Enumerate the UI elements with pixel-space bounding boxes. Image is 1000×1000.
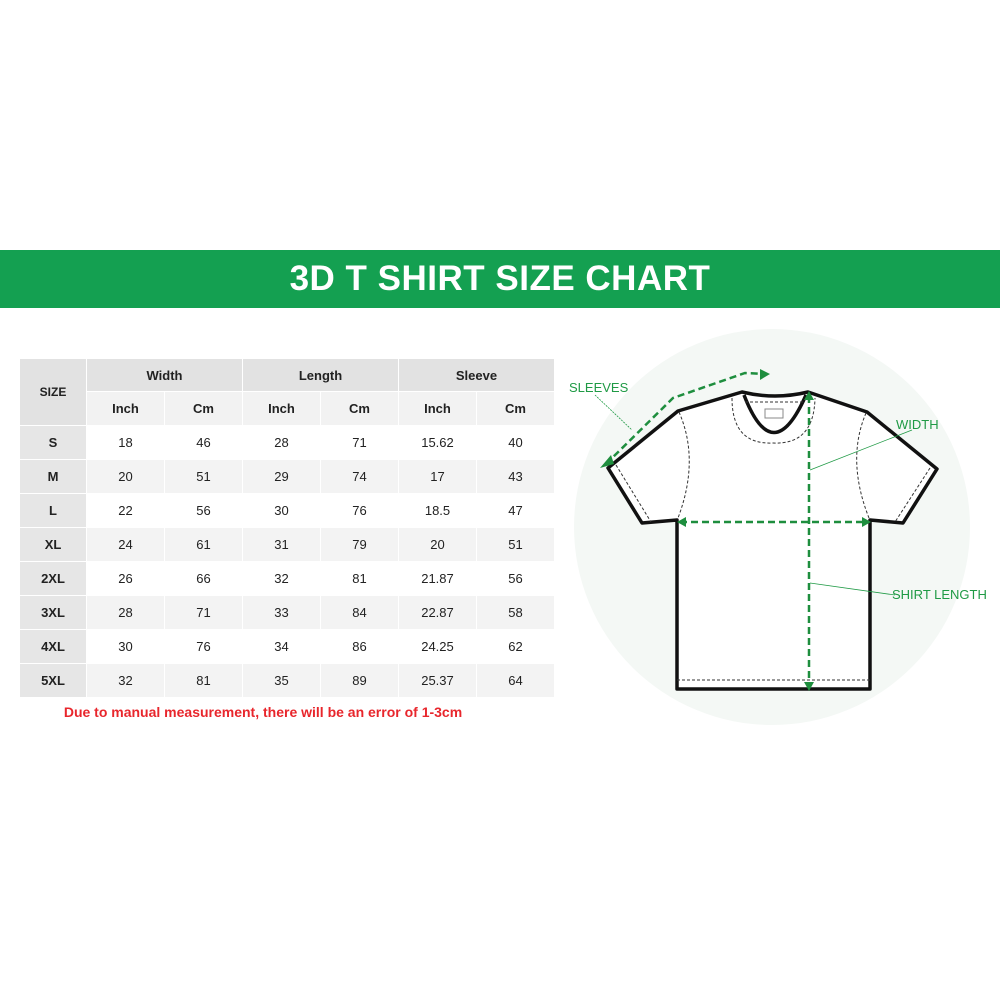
- table-row: M 20 51 29 74 17 43: [19, 459, 555, 494]
- value-cell: 26: [86, 561, 165, 596]
- unit-header: Inch: [242, 391, 321, 426]
- value-cell: 76: [320, 493, 399, 528]
- value-cell: 28: [242, 425, 321, 460]
- neck-tag: [764, 408, 784, 419]
- value-cell: 89: [320, 663, 399, 698]
- table-row: L 22 56 30 76 18.5 47: [19, 493, 555, 528]
- value-cell: 21.87: [398, 561, 477, 596]
- value-cell: 47: [476, 493, 555, 528]
- value-cell: 20: [86, 459, 165, 494]
- value-cell: 24.25: [398, 629, 477, 664]
- title-banner: 3D T SHIRT SIZE CHART: [0, 250, 1000, 308]
- size-cell: 4XL: [19, 629, 87, 664]
- unit-header: Inch: [398, 391, 477, 426]
- table-row: 5XL 32 81 35 89 25.37 64: [19, 663, 555, 698]
- label-leaders: [594, 394, 913, 596]
- value-cell: 56: [164, 493, 243, 528]
- value-cell: 86: [320, 629, 399, 664]
- value-cell: 17: [398, 459, 477, 494]
- value-cell: 79: [320, 527, 399, 562]
- table-row: 3XL 28 71 33 84 22.87 58: [19, 595, 555, 630]
- value-cell: 22.87: [398, 595, 477, 630]
- group-header-sleeve: Sleeve: [398, 358, 555, 392]
- value-cell: 51: [476, 527, 555, 562]
- value-cell: 43: [476, 459, 555, 494]
- arrow-heads: [600, 369, 871, 691]
- measure-arrows: [605, 371, 868, 686]
- value-cell: 71: [164, 595, 243, 630]
- label-sleeves: SLEEVES: [569, 380, 629, 395]
- value-cell: 56: [476, 561, 555, 596]
- size-cell: S: [19, 425, 87, 460]
- value-cell: 34: [242, 629, 321, 664]
- value-cell: 18.5: [398, 493, 477, 528]
- value-cell: 35: [242, 663, 321, 698]
- value-cell: 61: [164, 527, 243, 562]
- value-cell: 66: [164, 561, 243, 596]
- unit-header: Cm: [164, 391, 243, 426]
- stitch-lines: [615, 397, 931, 681]
- unit-header: Cm: [476, 391, 555, 426]
- value-cell: 84: [320, 595, 399, 630]
- value-cell: 15.62: [398, 425, 477, 460]
- table-row: XL 24 61 31 79 20 51: [19, 527, 555, 562]
- value-cell: 81: [164, 663, 243, 698]
- tshirt-outline: [606, 390, 939, 691]
- table-row: S 18 46 28 71 15.62 40: [19, 425, 555, 460]
- size-cell: 3XL: [19, 595, 87, 630]
- value-cell: 64: [476, 663, 555, 698]
- group-header-width: Width: [86, 358, 243, 392]
- unit-header: Inch: [86, 391, 165, 426]
- value-cell: 51: [164, 459, 243, 494]
- value-cell: 76: [164, 629, 243, 664]
- page-title: 3D T SHIRT SIZE CHART: [289, 259, 711, 298]
- measurement-note: Due to manual measurement, there will be…: [63, 704, 463, 720]
- label-width: WIDTH: [896, 417, 939, 432]
- value-cell: 32: [86, 663, 165, 698]
- table-row: 4XL 30 76 34 86 24.25 62: [19, 629, 555, 664]
- value-cell: 20: [398, 527, 477, 562]
- value-cell: 58: [476, 595, 555, 630]
- size-cell: 5XL: [19, 663, 87, 698]
- size-cell: 2XL: [19, 561, 87, 596]
- size-cell: XL: [19, 527, 87, 562]
- label-shirt-length: SHIRT LENGTH: [892, 587, 987, 602]
- value-cell: 30: [86, 629, 165, 664]
- size-header: SIZE: [19, 358, 87, 426]
- size-table: SIZE Width Length Sleeve Inch Cm Inch Cm…: [19, 358, 555, 698]
- value-cell: 31: [242, 527, 321, 562]
- group-header-length: Length: [242, 358, 399, 392]
- value-cell: 22: [86, 493, 165, 528]
- unit-header: Cm: [320, 391, 399, 426]
- value-cell: 24: [86, 527, 165, 562]
- value-cell: 46: [164, 425, 243, 460]
- value-cell: 25.37: [398, 663, 477, 698]
- table-row: 2XL 26 66 32 81 21.87 56: [19, 561, 555, 596]
